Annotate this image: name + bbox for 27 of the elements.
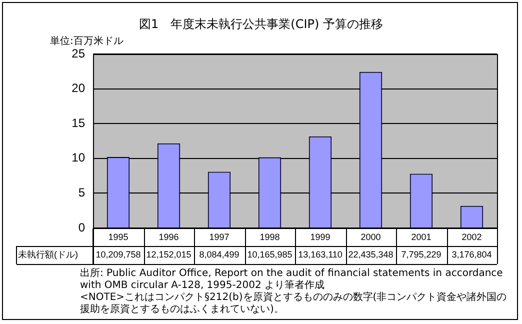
x-tick-label: 1997: [209, 232, 230, 242]
x-tick-label: 2000: [360, 232, 381, 242]
text: 7,795,229: [401, 249, 442, 260]
x-tick-label: 1999: [310, 232, 330, 242]
y-tick-label: 25: [72, 46, 86, 60]
y-tick-label: 5: [78, 186, 86, 200]
y-axis-title: 単位:百万米ドル: [50, 34, 124, 48]
y-tick-label: 0: [78, 220, 86, 234]
text: 22,435,348: [348, 249, 394, 260]
x-tick-label: 1995: [108, 232, 128, 242]
text: 12,152,015: [146, 249, 192, 260]
x-tick-label: 2001: [411, 232, 432, 242]
text: 3,176,804: [452, 249, 492, 260]
x-tick-label: 2002: [462, 232, 482, 242]
text: 出所: Public Auditor Office, Report on the audit of financial statements in accordance with OMB circular A-128, 1995-2002 より筆者作成: [80, 268, 504, 292]
text: 10,165,985: [247, 249, 292, 260]
text: 13,163,110: [298, 249, 342, 260]
x-tick-label: 1998: [260, 232, 280, 242]
y-tick-label: 20: [72, 81, 86, 96]
text: <NOTE>これはコンパクト§212(b)を原資とするもののみの数字(非コンパクト資金や諸外国の援助を原資とするものはふくまれていない)。: [80, 292, 508, 316]
x-tick-label: 1996: [158, 232, 179, 242]
y-tick-label: 15: [72, 116, 86, 130]
text: 未執行額(ドル): [18, 249, 78, 260]
chart-title: 図1 年度末未執行公共事業(CIP) 予算の推移: [138, 16, 384, 33]
text: 8,084,499: [199, 249, 240, 260]
y-tick-label: 10: [72, 150, 86, 165]
text: 10,209,758: [96, 249, 141, 260]
